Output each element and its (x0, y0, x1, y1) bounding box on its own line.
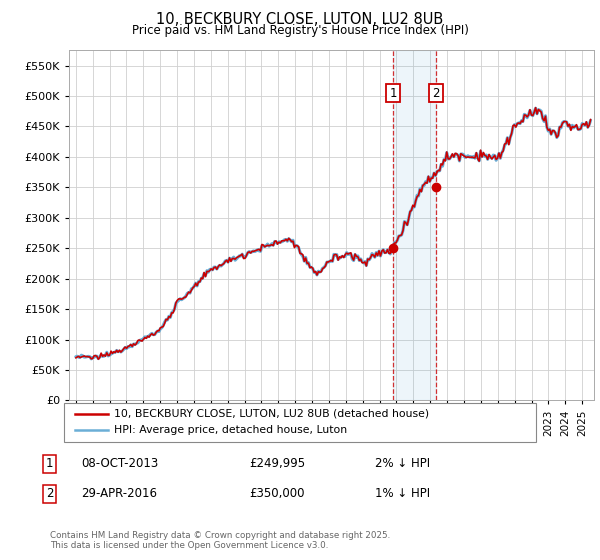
Text: 1% ↓ HPI: 1% ↓ HPI (375, 487, 430, 501)
Text: 2: 2 (432, 86, 440, 100)
Text: Price paid vs. HM Land Registry's House Price Index (HPI): Price paid vs. HM Land Registry's House … (131, 24, 469, 37)
Text: £249,995: £249,995 (249, 457, 305, 470)
Bar (393, 50, 436, 400)
Text: 10, BECKBURY CLOSE, LUTON, LU2 8UB: 10, BECKBURY CLOSE, LUTON, LU2 8UB (157, 12, 443, 27)
Text: 1: 1 (389, 86, 397, 100)
Text: 2% ↓ HPI: 2% ↓ HPI (375, 457, 430, 470)
Text: 29-APR-2016: 29-APR-2016 (81, 487, 157, 501)
Text: 08-OCT-2013: 08-OCT-2013 (81, 457, 158, 470)
Text: Contains HM Land Registry data © Crown copyright and database right 2025.
This d: Contains HM Land Registry data © Crown c… (50, 531, 390, 550)
Text: 2: 2 (46, 487, 53, 501)
Text: 10, BECKBURY CLOSE, LUTON, LU2 8UB (detached house): 10, BECKBURY CLOSE, LUTON, LU2 8UB (deta… (114, 409, 429, 418)
Text: £350,000: £350,000 (249, 487, 305, 501)
Text: 1: 1 (46, 457, 53, 470)
Text: HPI: Average price, detached house, Luton: HPI: Average price, detached house, Luto… (114, 425, 347, 435)
